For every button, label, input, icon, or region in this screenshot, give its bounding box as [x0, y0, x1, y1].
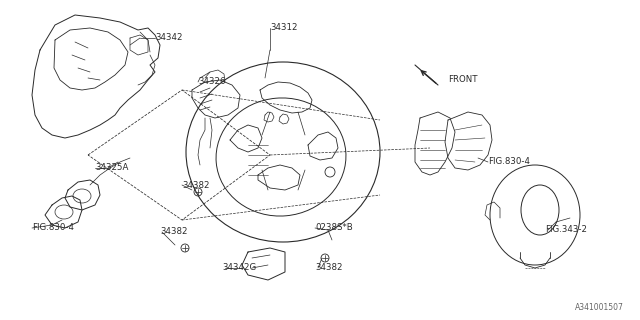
Text: 34325A: 34325A: [95, 164, 129, 172]
Text: A341001507: A341001507: [575, 303, 624, 312]
Text: FIG.343-2: FIG.343-2: [545, 226, 587, 235]
Text: 34382: 34382: [160, 228, 188, 236]
Text: 0238S*B: 0238S*B: [315, 223, 353, 233]
Text: FRONT: FRONT: [448, 76, 477, 84]
Text: 34382: 34382: [182, 180, 209, 189]
Text: FIG.830-4: FIG.830-4: [32, 223, 74, 233]
Text: 34342: 34342: [155, 34, 182, 43]
Text: 34342G: 34342G: [222, 263, 256, 273]
Text: 34312: 34312: [270, 23, 298, 33]
Text: 34326: 34326: [198, 77, 225, 86]
Text: 34382: 34382: [315, 263, 342, 273]
Text: FIG.830-4: FIG.830-4: [488, 157, 530, 166]
